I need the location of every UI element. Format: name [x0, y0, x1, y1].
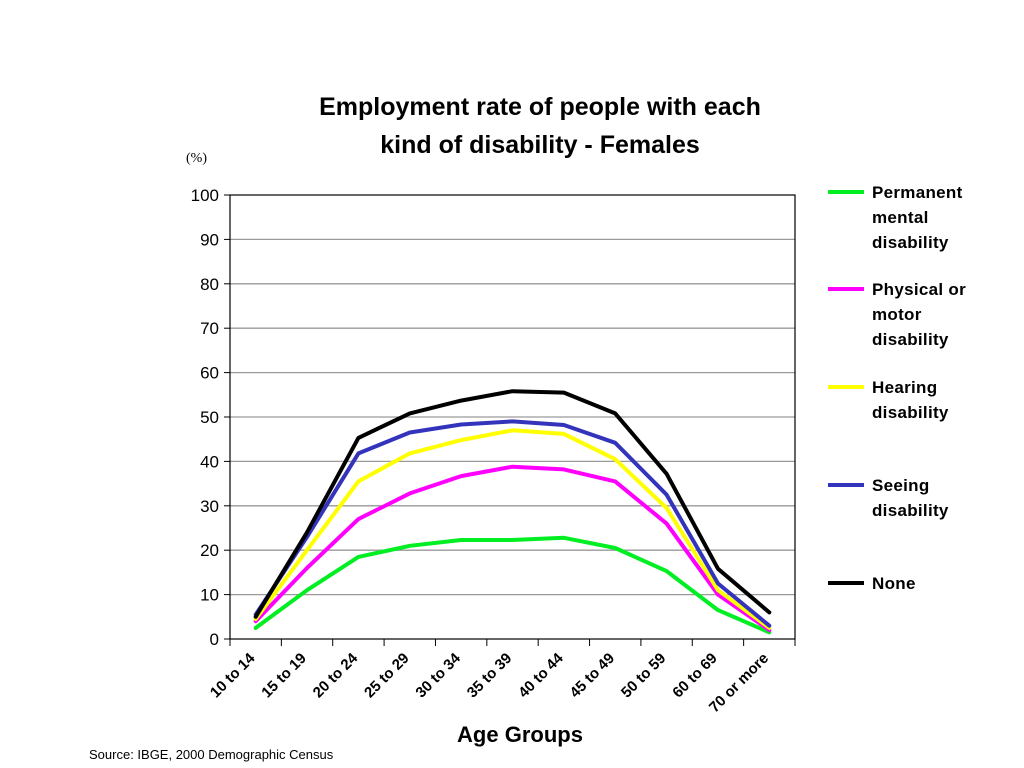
legend-label-line: Hearing — [872, 378, 938, 397]
x-tick-label: 10 to 14 — [207, 649, 259, 701]
chart-title-line-1: Employment rate of people with each — [319, 93, 761, 121]
legend-label-line: mental — [872, 208, 929, 227]
y-tick-label: 100 — [191, 186, 219, 205]
x-axis-label: Age Groups — [457, 722, 583, 747]
x-tick-label: 35 to 39 — [464, 650, 516, 702]
chart-title: Employment rate of people with each kind… — [230, 88, 850, 164]
x-tick-label: 60 to 69 — [669, 650, 721, 702]
y-tick-label: 30 — [200, 497, 219, 516]
source-note: Source: IBGE, 2000 Demographic Census — [89, 747, 334, 762]
legend-label-line: None — [872, 574, 916, 593]
legend-label-line: disability — [872, 233, 949, 252]
legend-label-line: Seeing — [872, 476, 930, 495]
y-tick-label: 70 — [200, 319, 219, 338]
y-tick-label: 10 — [200, 586, 219, 605]
legend-label-line: disability — [872, 403, 949, 422]
x-tick-label: 20 to 24 — [310, 649, 362, 701]
y-tick-label: 80 — [200, 275, 219, 294]
y-tick-label: 60 — [200, 364, 219, 383]
y-tick-label: 20 — [200, 541, 219, 560]
y-axis: 0 10 20 30 40 50 60 70 80 90 100 — [191, 186, 230, 649]
legend-label: Hearing disability — [872, 375, 1018, 425]
series-line-4 — [253, 389, 772, 619]
legend-label-line: disability — [872, 501, 949, 520]
legend-swatch — [828, 581, 864, 585]
legend-label-line: Physical or — [872, 280, 967, 299]
legend-label-line: motor — [872, 305, 922, 324]
legend-label: Seeing disability — [872, 473, 1018, 523]
legend-swatch — [828, 287, 864, 291]
x-tick-label: 15 to 19 — [258, 650, 310, 702]
legend-swatch — [828, 190, 864, 194]
y-tick-label: 50 — [200, 408, 219, 427]
series-line-0 — [253, 535, 772, 635]
x-axis: 10 to 14 15 to 19 20 to 24 25 to 29 30 to 34… — [207, 639, 796, 716]
legend-swatch — [828, 385, 864, 389]
y-tick-label: 40 — [200, 452, 219, 471]
y-tick-label: 0 — [210, 630, 219, 649]
legend-swatch — [828, 483, 864, 487]
legend-label-line: disability — [872, 330, 949, 349]
x-tick-label: 40 to 44 — [515, 649, 567, 701]
x-tick-label: 45 to 49 — [567, 650, 619, 702]
series-lines — [253, 389, 772, 635]
x-tick-label: 50 to 59 — [618, 650, 670, 702]
series-line-1 — [253, 464, 772, 633]
series-line-2 — [253, 428, 772, 630]
y-unit-label: (%) — [186, 151, 207, 166]
series-line-3 — [253, 419, 772, 628]
y-tick-label: 90 — [200, 230, 219, 249]
legend-label: None — [872, 571, 1018, 596]
x-tick-label: 25 to 29 — [361, 650, 413, 702]
legend-label: Permanent mental disability — [872, 180, 1018, 255]
legend-label-line: Permanent — [872, 183, 963, 202]
legend-label: Physical or motor disability — [872, 277, 1018, 352]
chart-title-line-2: kind of disability - Females — [380, 131, 700, 159]
x-tick-label: 30 to 34 — [412, 649, 464, 701]
